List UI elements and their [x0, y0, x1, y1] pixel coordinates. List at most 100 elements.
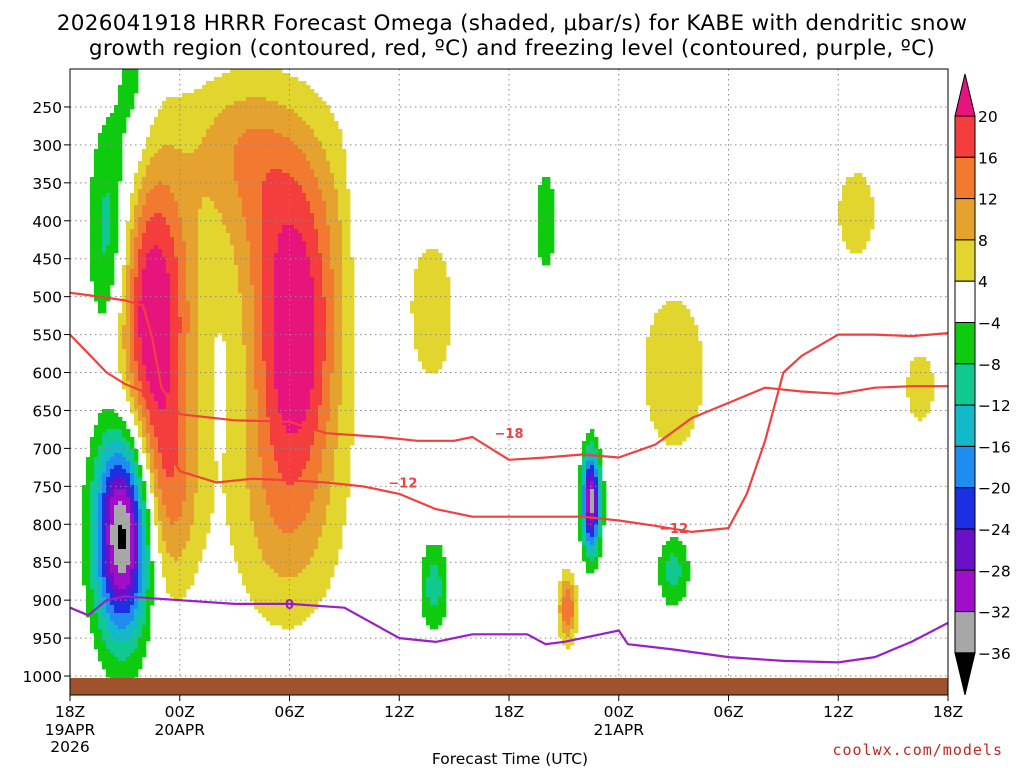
freezing-label: 0 — [285, 598, 294, 613]
omega-cell — [106, 245, 111, 302]
omega-cell — [166, 225, 171, 274]
omega-cell — [126, 441, 131, 454]
omega-cell — [154, 437, 159, 470]
credit-text[interactable]: coolwx.com/models — [832, 741, 1003, 759]
omega-cell — [122, 573, 127, 590]
omega-cell — [138, 509, 143, 594]
omega-cell — [106, 429, 111, 446]
omega-cell — [150, 393, 155, 426]
omega-cell — [210, 81, 215, 126]
omega-cell — [118, 465, 123, 478]
omega-cell — [326, 225, 331, 422]
omega-cell — [138, 593, 143, 618]
omega-cell — [270, 129, 275, 170]
freezing-level-line — [69, 595, 949, 664]
omega-cell — [306, 201, 311, 258]
omega-cell — [266, 505, 271, 566]
omega-cell — [282, 225, 287, 426]
omega-cell — [118, 85, 123, 182]
omega-cell — [134, 409, 139, 426]
omega-cell — [134, 501, 139, 522]
omega-cell — [154, 117, 159, 154]
omega-cell — [594, 449, 599, 458]
omega-cell — [598, 521, 603, 538]
omega-cell — [298, 149, 303, 186]
omega-cell — [206, 197, 211, 534]
omega-cell — [294, 577, 299, 626]
omega-cell — [158, 213, 163, 250]
colorbar-segment — [954, 487, 976, 530]
omega-cell — [138, 249, 143, 302]
omega-cell — [114, 477, 119, 490]
omega-cell — [114, 105, 119, 254]
omega-cell — [198, 89, 203, 146]
omega-cell — [138, 381, 143, 406]
omega-cell — [682, 305, 687, 442]
omega-cell — [122, 325, 127, 350]
omega-cell — [294, 145, 299, 182]
omega-cell — [590, 489, 595, 514]
omega-shading — [82, 69, 935, 686]
omega-cell — [326, 161, 331, 226]
omega-cell — [110, 573, 115, 590]
omega-cell — [142, 177, 147, 206]
y-tick-label: 400 — [32, 213, 62, 231]
omega-cell — [122, 629, 127, 642]
omega-cell — [110, 457, 115, 470]
omega-cell — [322, 449, 327, 526]
omega-cell — [134, 237, 139, 278]
omega-cell — [858, 173, 863, 254]
omega-cell — [254, 69, 259, 98]
omega-cell — [214, 209, 219, 338]
omega-cell — [314, 93, 319, 138]
omega-cell — [262, 97, 267, 130]
omega-cell — [166, 553, 171, 594]
omega-cell — [190, 93, 195, 154]
omega-cell — [134, 649, 139, 678]
omega-cell — [114, 597, 119, 614]
colorbar-segment — [954, 115, 976, 158]
omega-cell — [422, 557, 427, 618]
omega-cell — [246, 241, 251, 490]
omega-cell — [142, 437, 147, 454]
omega-cell — [210, 125, 215, 202]
omega-cell — [326, 421, 331, 506]
omega-cell — [162, 505, 167, 542]
omega-cell — [274, 461, 279, 526]
omega-cell — [142, 365, 147, 398]
omega-cell — [286, 533, 291, 578]
omega-cell — [114, 453, 119, 466]
omega-cell — [586, 461, 591, 470]
omega-cell — [274, 525, 279, 574]
omega-cell — [246, 97, 251, 130]
colorbar-segment — [954, 73, 976, 117]
omega-cell — [130, 449, 135, 462]
omega-cell — [298, 185, 303, 234]
omega-cell — [302, 81, 307, 122]
omega-cell — [146, 165, 151, 194]
omega-cell — [590, 521, 595, 530]
omega-cell — [690, 317, 695, 430]
omega-cell — [346, 189, 351, 498]
omega-cell — [102, 253, 107, 314]
omega-cell — [110, 605, 115, 622]
omega-cell — [110, 497, 115, 526]
omega-cell — [862, 177, 867, 250]
omega-cell — [586, 533, 591, 542]
omega-cell — [290, 225, 295, 434]
omega-cell — [126, 613, 131, 626]
omega-cell — [226, 105, 231, 234]
omega-cell — [102, 493, 107, 578]
omega-cell — [326, 505, 331, 590]
omega-cell — [126, 453, 131, 462]
omega-cell — [130, 621, 135, 638]
omega-cell — [110, 409, 115, 430]
colorbar-segment — [954, 198, 976, 241]
colorbar-segment — [954, 611, 976, 654]
omega-cell — [306, 85, 311, 126]
omega-cell — [278, 413, 283, 474]
omega-cell — [694, 325, 699, 418]
omega-cell — [170, 237, 175, 478]
omega-cell — [102, 125, 107, 198]
omega-cell — [142, 269, 147, 366]
